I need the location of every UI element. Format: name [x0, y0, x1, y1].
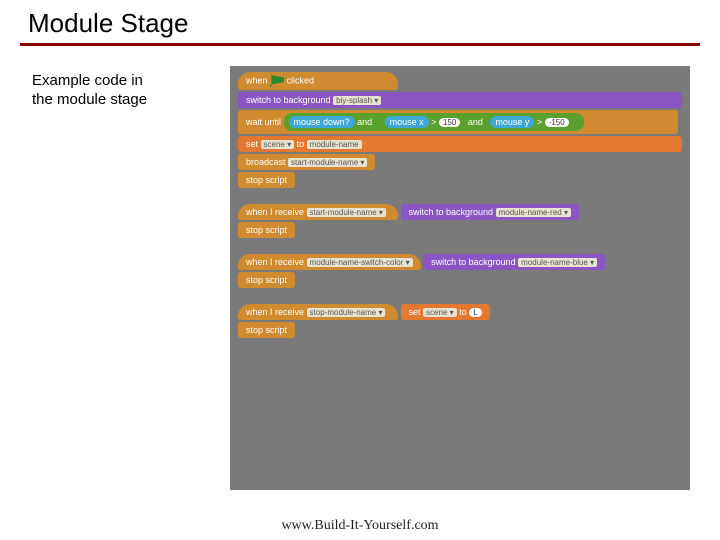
- text-input[interactable]: module-name: [307, 140, 362, 149]
- stop-script-block[interactable]: stop script: [238, 172, 295, 188]
- block-label: switch to background: [246, 95, 331, 105]
- hat-when-receive[interactable]: when I receive module-name-switch-color …: [238, 254, 421, 270]
- message-dropdown[interactable]: module-name-switch-color ▾: [307, 258, 413, 267]
- and-operator-inner[interactable]: mouse x > 150 and mouse y > -150: [375, 114, 579, 130]
- mouse-down-reporter[interactable]: mouse down?: [289, 116, 355, 128]
- caption: Example code in the module stage: [32, 72, 182, 110]
- caption-line1: Example code in: [32, 72, 143, 89]
- set-var-block[interactable]: set scene ▾ to L: [401, 304, 490, 320]
- scratch-canvas: when clicked switch to background biy-sp…: [230, 66, 690, 490]
- message-dropdown[interactable]: start-module-name ▾: [307, 208, 386, 217]
- hat-text: when I receive: [246, 257, 304, 267]
- hat-text-b: clicked: [287, 75, 315, 85]
- background-dropdown[interactable]: module-name-red ▾: [496, 208, 571, 217]
- block-label: set: [409, 307, 421, 317]
- stop-script-block[interactable]: stop script: [238, 322, 295, 338]
- hat-when-flag-clicked[interactable]: when clicked: [238, 72, 398, 90]
- hat-text: when I receive: [246, 307, 304, 317]
- gt-operator[interactable]: mouse x > 150: [380, 115, 466, 129]
- mouse-y-reporter[interactable]: mouse y: [490, 116, 534, 128]
- mouse-x-reporter[interactable]: mouse x: [385, 116, 429, 128]
- block-label: broadcast: [246, 157, 286, 167]
- block-label: switch to background: [409, 207, 494, 217]
- script-4: when I receive stop-module-name ▾ set sc…: [238, 302, 682, 338]
- footer-url: www.Build-It-Yourself.com: [0, 518, 720, 534]
- cmp-label: >: [431, 117, 436, 127]
- and-label: and: [468, 117, 483, 127]
- green-flag-icon: [270, 75, 284, 87]
- cmp-label: >: [537, 117, 542, 127]
- title-rule: [20, 43, 700, 46]
- script-1: when clicked switch to background biy-sp…: [238, 72, 682, 188]
- text-input[interactable]: L: [469, 308, 481, 317]
- broadcast-block[interactable]: broadcast start-module-name ▾: [238, 154, 375, 170]
- num-input[interactable]: -150: [545, 118, 569, 127]
- var-dropdown[interactable]: scene ▾: [423, 308, 457, 317]
- page-title: Module Stage: [0, 0, 720, 43]
- block-label: switch to background: [431, 257, 516, 267]
- stop-script-block[interactable]: stop script: [238, 272, 295, 288]
- num-input[interactable]: 150: [439, 118, 460, 127]
- block-label: wait until: [246, 117, 281, 127]
- script-2: when I receive start-module-name ▾ switc…: [238, 202, 682, 238]
- block-label: to: [459, 307, 467, 317]
- wait-until-block[interactable]: wait until mouse down? and mouse x > 150…: [238, 110, 678, 134]
- background-dropdown[interactable]: biy-splash ▾: [333, 96, 381, 105]
- switch-background-block[interactable]: switch to background module-name-blue ▾: [423, 254, 605, 270]
- gt-operator[interactable]: mouse y > -150: [485, 115, 573, 129]
- message-dropdown[interactable]: start-module-name ▾: [288, 158, 367, 167]
- set-var-block[interactable]: set scene ▾ to module-name: [238, 136, 682, 152]
- hat-when-receive[interactable]: when I receive start-module-name ▾: [238, 204, 398, 220]
- background-dropdown[interactable]: module-name-blue ▾: [518, 258, 597, 267]
- var-dropdown[interactable]: scene ▾: [261, 140, 295, 149]
- switch-background-block[interactable]: switch to background biy-splash ▾: [238, 92, 682, 108]
- hat-when-receive[interactable]: when I receive stop-module-name ▾: [238, 304, 398, 320]
- and-label: and: [357, 117, 372, 127]
- message-dropdown[interactable]: stop-module-name ▾: [307, 308, 386, 317]
- switch-background-block[interactable]: switch to background module-name-red ▾: [401, 204, 579, 220]
- block-label: to: [297, 139, 305, 149]
- hat-text-a: when: [246, 75, 268, 85]
- script-3: when I receive module-name-switch-color …: [238, 252, 682, 288]
- caption-line2: the module stage: [32, 91, 147, 108]
- block-label: set: [246, 139, 258, 149]
- hat-text: when I receive: [246, 207, 304, 217]
- stop-script-block[interactable]: stop script: [238, 222, 295, 238]
- and-operator[interactable]: mouse down? and mouse x > 150 and mouse …: [284, 113, 584, 131]
